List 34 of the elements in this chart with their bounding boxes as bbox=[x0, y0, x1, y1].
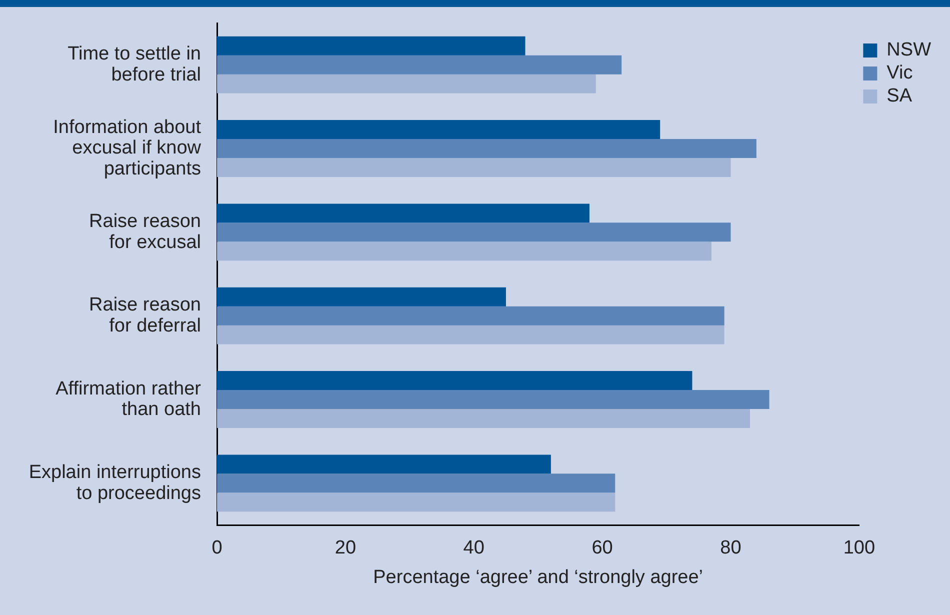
bar bbox=[217, 222, 731, 242]
bar bbox=[217, 474, 616, 493]
x-tick-label: 40 bbox=[463, 538, 484, 559]
bar bbox=[217, 139, 756, 158]
bar bbox=[217, 204, 590, 223]
y-tick-label: Information about excusal if know participants bbox=[53, 116, 202, 180]
bar bbox=[217, 287, 506, 306]
bar bbox=[217, 408, 750, 428]
x-tick-label: 60 bbox=[592, 538, 613, 559]
y-tick-label: Raise reason for excusal bbox=[89, 210, 201, 253]
bar bbox=[217, 120, 660, 140]
bar bbox=[217, 371, 692, 390]
bar bbox=[217, 306, 724, 326]
bar bbox=[217, 158, 731, 177]
bar bbox=[217, 325, 724, 344]
y-tick-label: Explain interruptions to proceedings bbox=[28, 462, 201, 504]
x-tick-label: 100 bbox=[843, 538, 876, 559]
legend-label: NSW bbox=[886, 40, 932, 61]
y-tick-label: Raise reason for deferral bbox=[89, 294, 201, 337]
y-tick-label: Affirmation rather than oath bbox=[56, 378, 202, 420]
bar bbox=[217, 492, 616, 512]
bar bbox=[217, 242, 712, 261]
x-tick-label: 80 bbox=[720, 538, 742, 559]
bar bbox=[217, 454, 551, 474]
y-tick-label: Time to settle in before trial bbox=[68, 44, 201, 86]
legend-label: Vic bbox=[886, 62, 913, 84]
bar bbox=[217, 74, 596, 94]
bar bbox=[217, 390, 770, 409]
x-tick-label: 0 bbox=[212, 538, 222, 559]
bar bbox=[217, 55, 622, 74]
legend-label: SA bbox=[886, 86, 912, 107]
bar bbox=[217, 36, 526, 56]
x-axis-title: Percentage ‘agree’ and ‘strongly agree’ bbox=[373, 566, 704, 588]
x-tick-label: 20 bbox=[334, 538, 356, 559]
